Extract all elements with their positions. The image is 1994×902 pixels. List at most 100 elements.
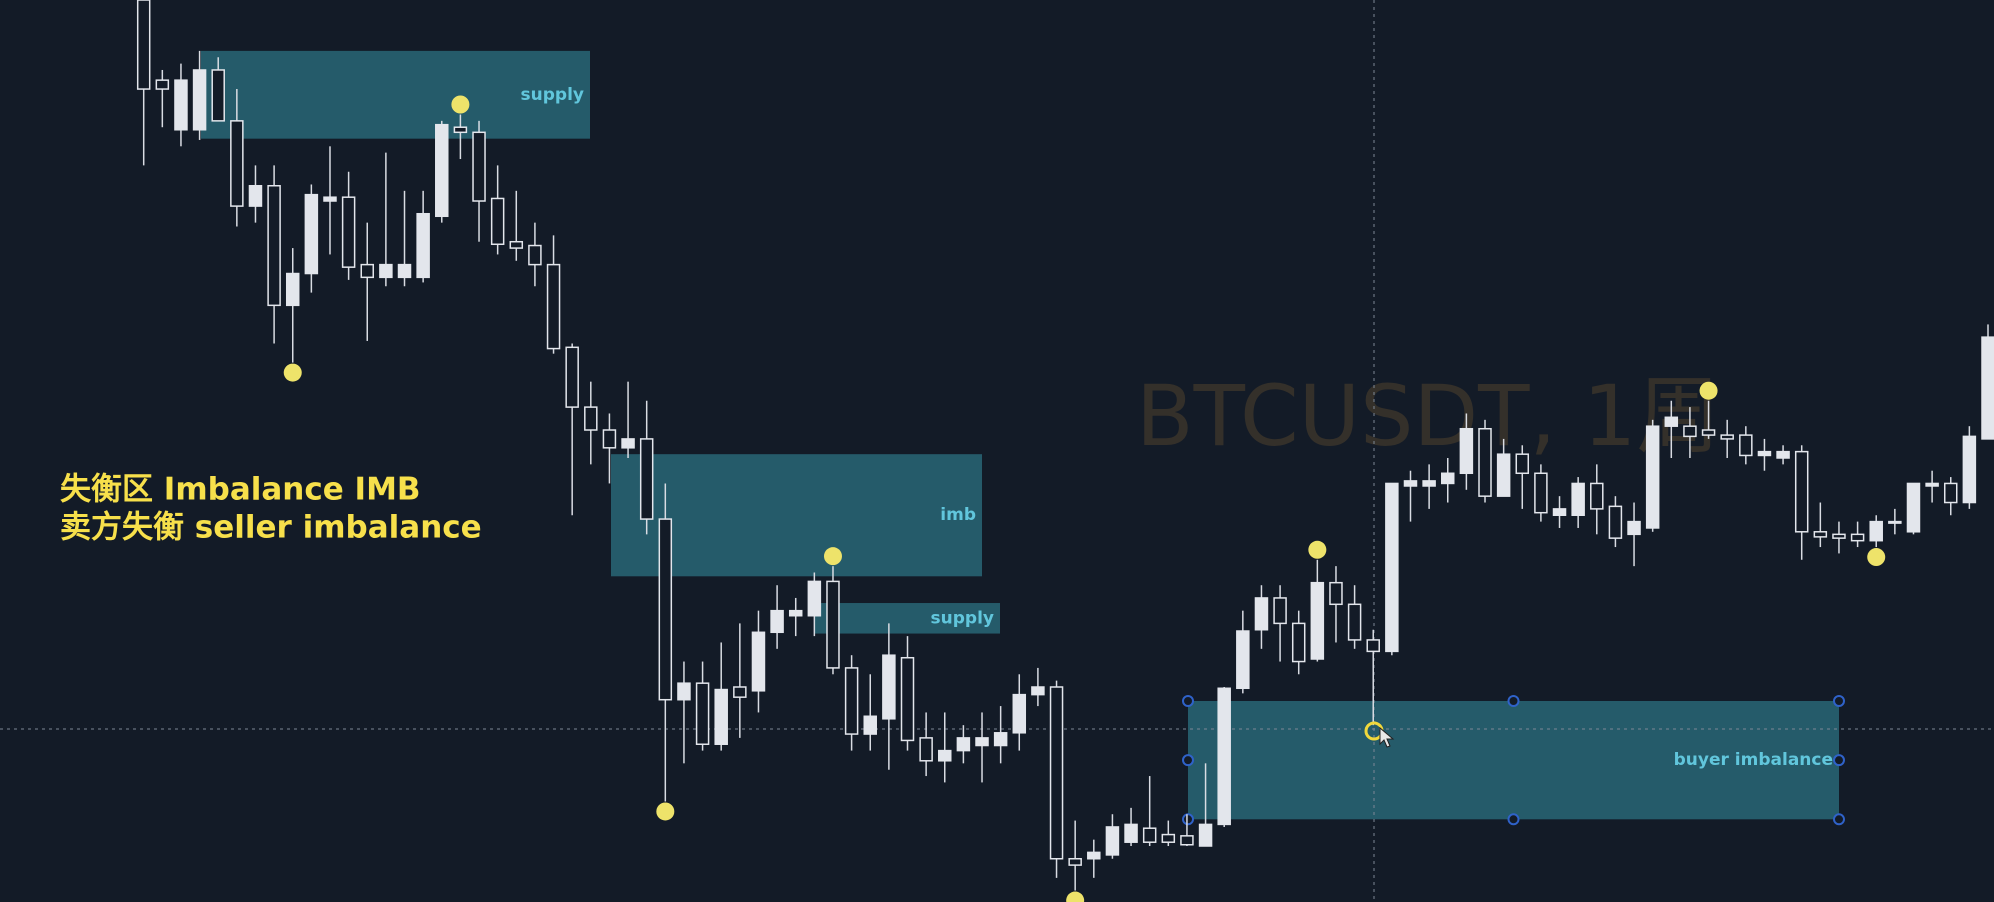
- candle-body: [1478, 427, 1492, 497]
- candle-body: [360, 263, 375, 279]
- zone-handle: [1182, 754, 1194, 767]
- candle-body: [435, 123, 449, 218]
- candle-body: [1422, 480, 1436, 487]
- candle-body: [323, 196, 337, 202]
- zone-label: buyer imbalance: [1674, 750, 1833, 770]
- candle-body: [956, 737, 971, 752]
- zone-handle: [1182, 813, 1194, 826]
- candle-body: [490, 197, 505, 246]
- candle-body: [714, 688, 728, 745]
- zone-handle: [1182, 694, 1194, 707]
- candle-body: [1291, 622, 1306, 663]
- candle-body: [174, 79, 188, 131]
- candle-body: [1608, 505, 1623, 539]
- pivot-dots: [283, 95, 1886, 902]
- candle-body: [1850, 533, 1865, 542]
- pivot-dot: [823, 547, 842, 566]
- candle-body: [584, 406, 598, 431]
- candle-body: [1683, 425, 1697, 438]
- candle-body: [1347, 603, 1362, 641]
- candles: [136, 0, 1994, 891]
- candle-body: [658, 518, 673, 701]
- pivot-dot: [451, 95, 470, 114]
- candle-body: [1925, 482, 1939, 487]
- candle-body: [1161, 833, 1176, 843]
- candle-body: [1366, 639, 1380, 653]
- candle-body: [1757, 450, 1772, 457]
- candle-body: [397, 263, 412, 279]
- candle-body: [1254, 597, 1269, 631]
- candle-body: [1720, 434, 1734, 440]
- candle-body: [565, 346, 579, 408]
- candle-body: [1459, 427, 1474, 475]
- candle-body: [1385, 482, 1399, 653]
- candle-body: [155, 79, 170, 90]
- candle-body: [1068, 857, 1082, 866]
- candle-body: [1087, 851, 1101, 860]
- candle-body: [528, 244, 542, 266]
- candle-body: [1142, 827, 1157, 843]
- candle-body: [1813, 531, 1828, 538]
- candle-body: [1534, 472, 1548, 514]
- candle-body: [1590, 482, 1604, 510]
- candle-body: [192, 69, 207, 131]
- candle-body: [1310, 581, 1325, 660]
- candle-body: [1515, 453, 1530, 475]
- candle-body: [416, 212, 430, 279]
- candle-body: [882, 654, 896, 720]
- zone-label: supply: [521, 85, 584, 105]
- pivot-dot: [1867, 548, 1886, 567]
- candle-body: [1180, 835, 1194, 846]
- candle-body: [1794, 450, 1809, 533]
- zone-label: supply: [931, 608, 994, 628]
- candle-body: [1888, 520, 1902, 524]
- pivot-dot: [1699, 381, 1718, 400]
- candle-body: [695, 682, 710, 745]
- zone-handle: [1833, 754, 1845, 767]
- candle-body: [248, 184, 263, 207]
- candle-body: [993, 732, 1008, 747]
- candle-body: [1329, 581, 1343, 606]
- candle-body: [677, 682, 691, 701]
- candle-body: [1664, 416, 1679, 427]
- candle-body: [770, 609, 784, 634]
- candle-body: [751, 631, 766, 692]
- candle-body: [733, 686, 747, 698]
- candle-body: [1869, 520, 1883, 542]
- candle-body: [1962, 435, 1977, 504]
- candle-body: [1273, 597, 1287, 625]
- pivot-dot: [656, 802, 675, 821]
- candle-body: [136, 0, 151, 90]
- candle-body: [975, 737, 989, 747]
- candle-body: [1739, 434, 1753, 457]
- zone: [201, 50, 590, 139]
- pivot-dot: [283, 363, 302, 382]
- candle-body: [1832, 533, 1846, 539]
- candle-body: [602, 429, 617, 449]
- candle-body: [1645, 425, 1660, 529]
- candle-body: [1627, 520, 1641, 536]
- candle-body: [788, 609, 803, 617]
- pivot-dot: [1308, 540, 1327, 559]
- candle-body: [1552, 508, 1567, 516]
- zone: [1188, 700, 1839, 820]
- candle-body: [1776, 450, 1790, 459]
- candle-body: [453, 126, 468, 134]
- zone: [611, 454, 982, 577]
- candle-body: [1571, 482, 1585, 516]
- candle-body: [1049, 686, 1064, 860]
- candle-body: [1236, 630, 1250, 690]
- candle-body: [1943, 482, 1958, 504]
- zone-label: imb: [940, 505, 976, 525]
- candle-body: [1981, 336, 1994, 440]
- zone: [814, 603, 1000, 634]
- candle-body: [1031, 686, 1045, 696]
- annotation: 失衡区 Imbalance IMB: [60, 472, 421, 508]
- candle-body: [1906, 482, 1921, 533]
- annotation: 卖方失衡 seller imbalance: [60, 510, 482, 546]
- candle-body: [826, 580, 840, 669]
- candle-body: [1441, 472, 1455, 485]
- candle-body: [285, 272, 300, 307]
- candle-body: [1012, 693, 1027, 734]
